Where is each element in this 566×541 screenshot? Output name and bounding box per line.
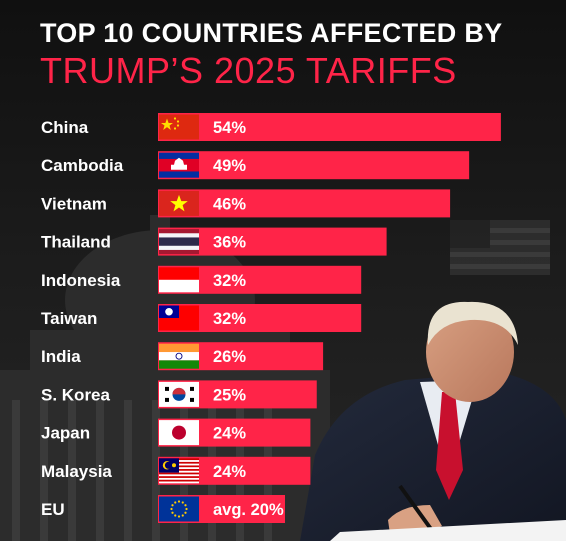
bar-row-china: China 54%: [41, 113, 501, 141]
bar-row-s-korea: S. Korea 25%: [41, 380, 317, 409]
vietnam-flag-icon: [159, 190, 199, 216]
bar-row-vietnam: Vietnam 46%: [41, 189, 451, 218]
bar-cambodia: [158, 151, 470, 180]
value-label-thailand: 36%: [213, 234, 246, 252]
us-flag-background: [450, 220, 550, 275]
country-label-japan: Japan: [41, 424, 90, 443]
value-label-vietnam: 46%: [213, 195, 246, 213]
bar-row-taiwan: Taiwan 32%: [41, 304, 362, 332]
title-line-1: TOP 10 COUNTRIES AFFECTED BY: [40, 18, 503, 48]
country-label-s-korea: S. Korea: [41, 385, 111, 404]
country-label-thailand: Thailand: [41, 233, 111, 252]
value-label-india: 26%: [213, 348, 246, 366]
india-flag-icon: [159, 343, 199, 369]
value-label-malaysia: 24%: [213, 463, 246, 481]
japan-flag-icon: [159, 420, 199, 446]
country-label-indonesia: Indonesia: [41, 271, 121, 290]
value-label-indonesia: 32%: [213, 272, 246, 290]
south-korea-flag-icon: [159, 381, 199, 407]
bar-row-eu: EU avg. 20%: [41, 495, 285, 523]
bar-row-indonesia: Indonesia 32%: [41, 265, 362, 294]
value-label-eu: avg. 20%: [213, 501, 284, 519]
country-label-taiwan: Taiwan: [41, 309, 97, 328]
china-flag-icon: [159, 114, 199, 140]
value-label-japan: 24%: [213, 425, 246, 443]
bar-row-malaysia: Malaysia 24%: [41, 456, 311, 485]
cambodia-flag-icon: [159, 152, 199, 178]
value-label-s-korea: 25%: [213, 386, 246, 404]
title-line-2: TRUMP’S 2025 TARIFFS: [40, 50, 457, 91]
eu-flag-icon: [159, 496, 199, 522]
bar-row-japan: Japan 24%: [41, 418, 311, 447]
country-label-cambodia: Cambodia: [41, 156, 124, 175]
bar-vietnam: [158, 189, 451, 218]
malaysia-flag-icon: [159, 458, 199, 484]
bar-row-india: India 26%: [41, 342, 324, 371]
thailand-flag-icon: [159, 229, 199, 255]
value-label-china: 54%: [213, 119, 246, 137]
bar-row-thailand: Thailand 36%: [41, 227, 387, 256]
country-label-china: China: [41, 118, 89, 137]
country-label-india: India: [41, 347, 81, 366]
person-signing-document: [300, 301, 566, 541]
bar-row-cambodia: Cambodia 49%: [41, 151, 470, 180]
country-label-eu: EU: [41, 500, 65, 519]
country-label-malaysia: Malaysia: [41, 462, 112, 481]
value-label-taiwan: 32%: [213, 310, 246, 328]
value-label-cambodia: 49%: [213, 157, 246, 175]
country-label-vietnam: Vietnam: [41, 194, 107, 213]
taiwan-flag-icon: [159, 305, 199, 331]
bar-china: [158, 113, 501, 141]
indonesia-flag-icon: [159, 267, 199, 293]
